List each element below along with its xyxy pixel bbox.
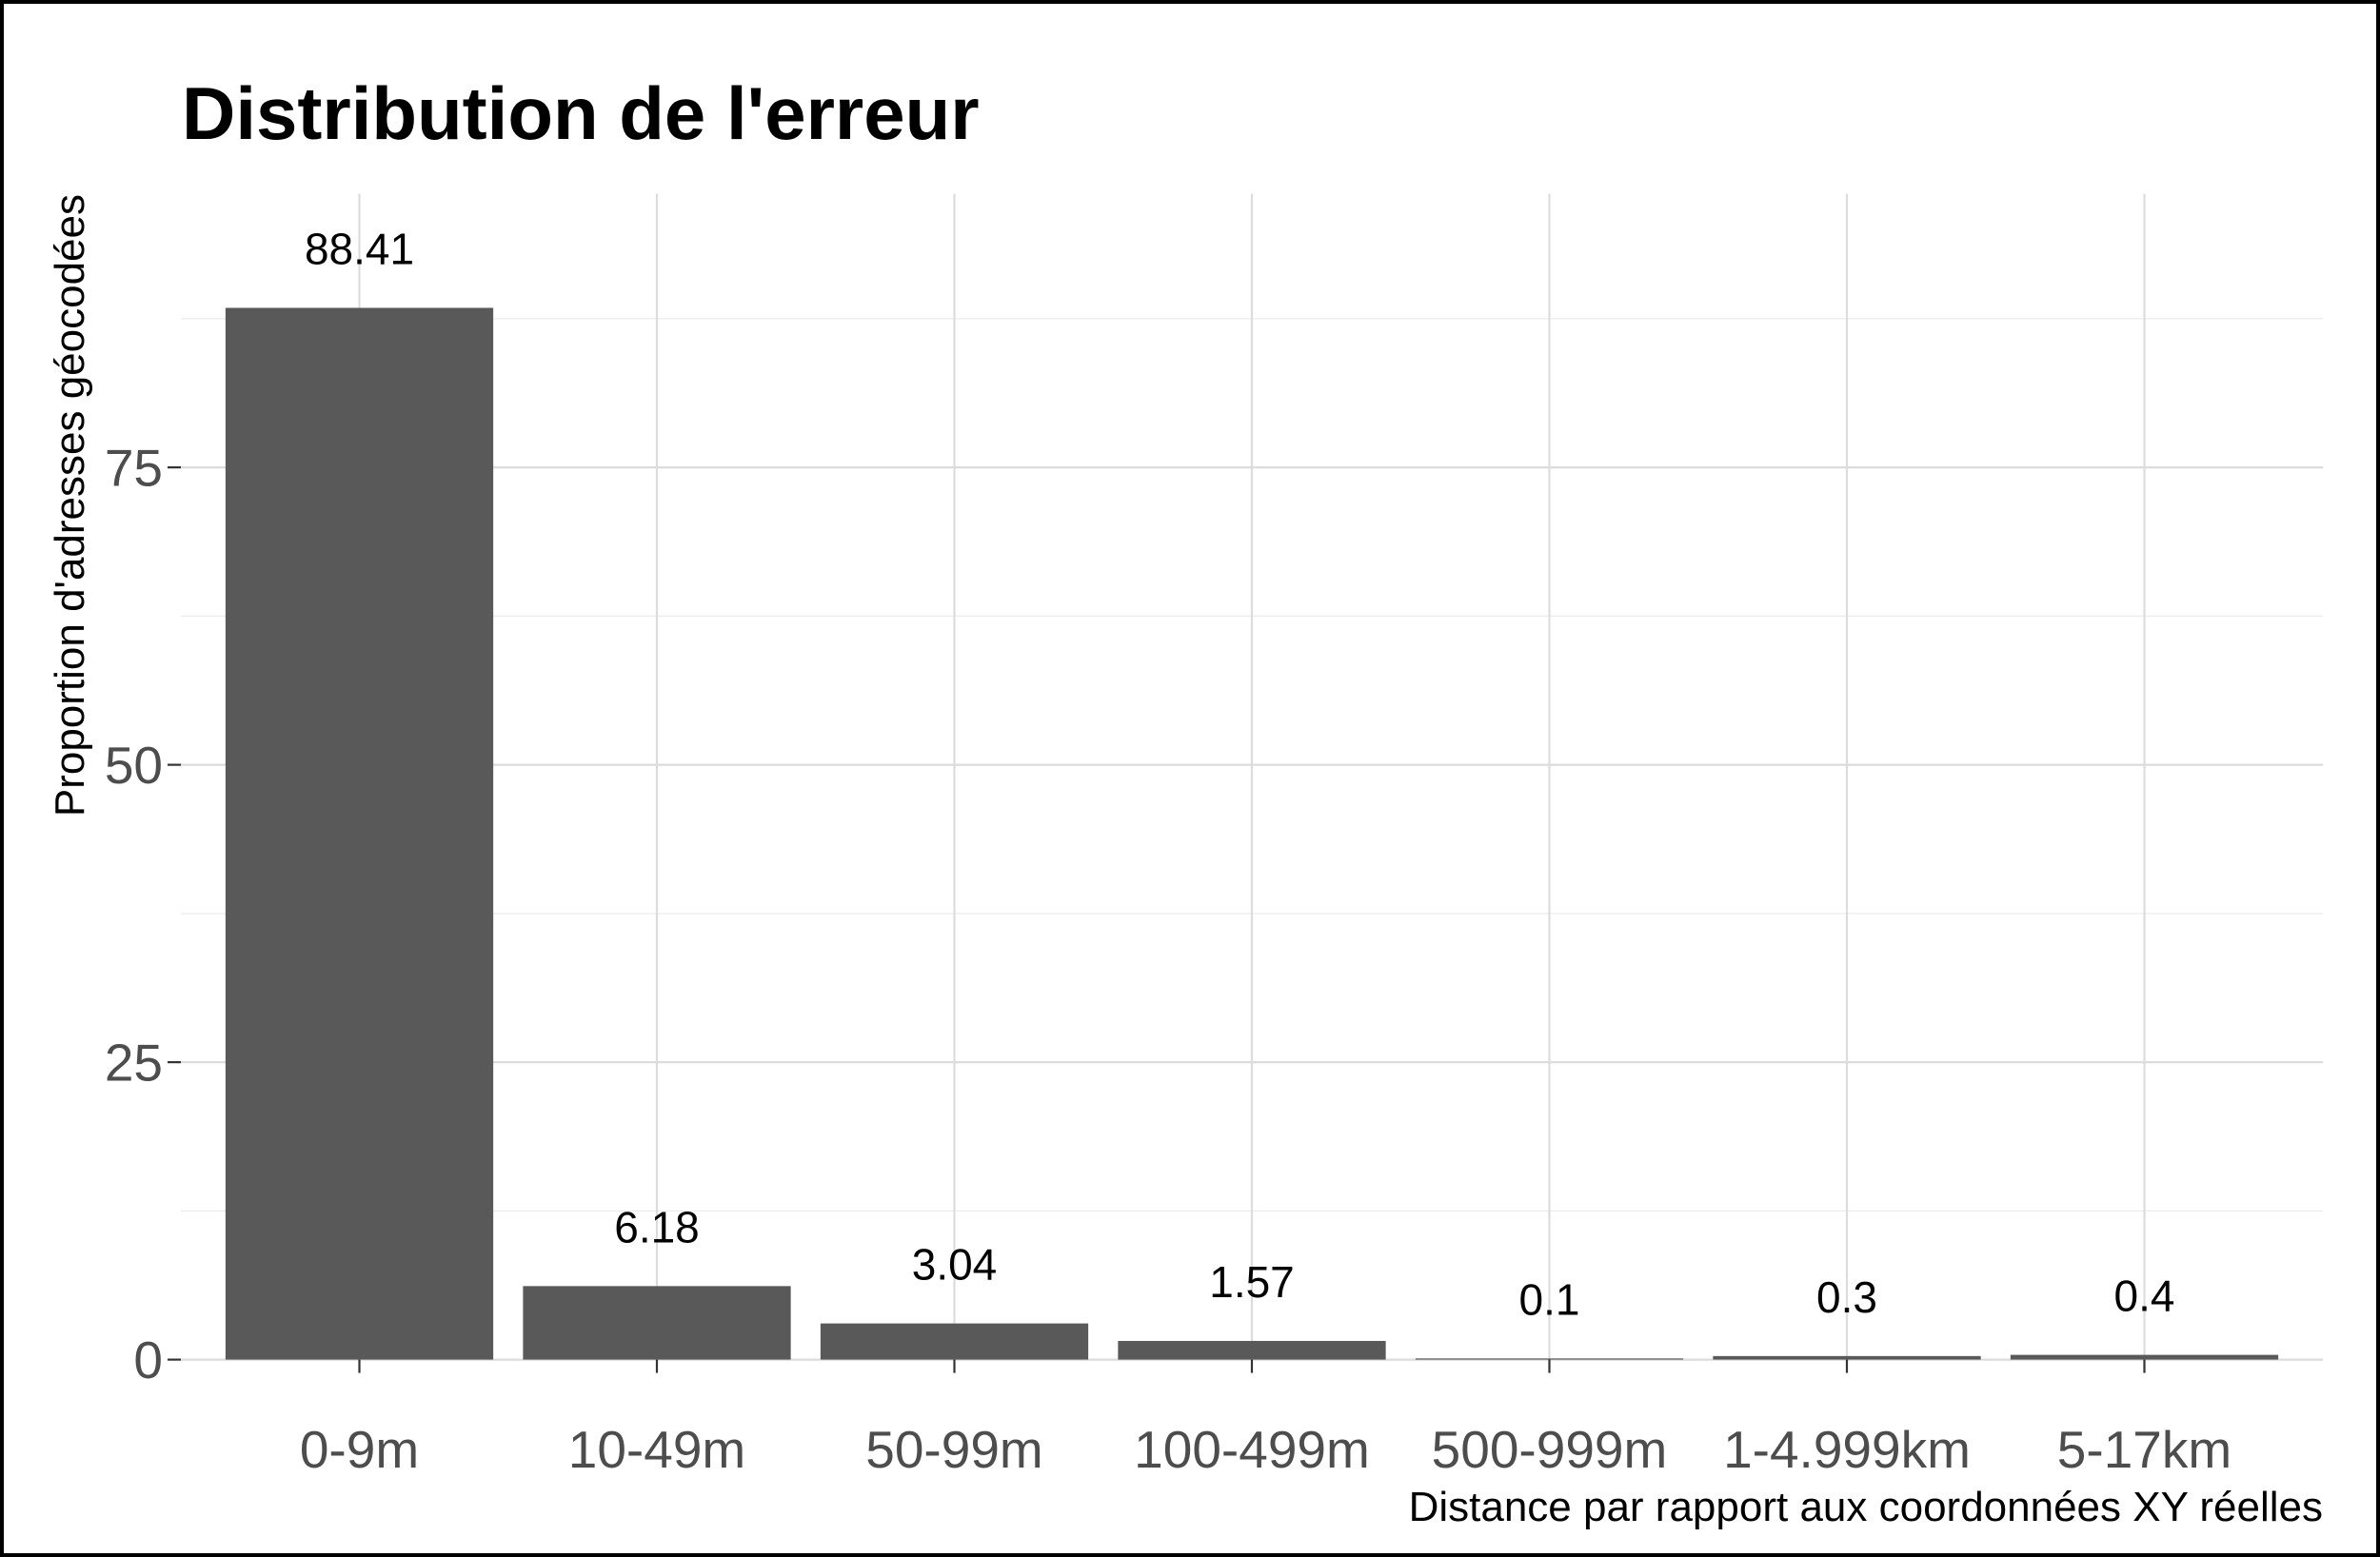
bar-label-100-499m: 1.57: [1209, 1257, 1295, 1307]
x-tick-label-1-4-999km: 1-4.999km: [1723, 1420, 1971, 1479]
bar-10-49m: [523, 1286, 791, 1360]
y-axis-title: Proportion d'adresses géocodées: [47, 194, 93, 817]
bar-500-999m: [1415, 1358, 1684, 1360]
bar-1-4-999km: [1713, 1355, 1981, 1360]
y-tick-label-50: 50: [105, 736, 163, 795]
bar-5-17km: [2010, 1354, 2279, 1360]
bar-label-50-99m: 3.04: [912, 1240, 998, 1290]
x-tick-label-5-17km: 5-17km: [2057, 1420, 2231, 1479]
x-axis-title: Distance par rapport aux coordonnées XY …: [1409, 1484, 2323, 1530]
x-tick-label-10-49m: 10-49m: [568, 1420, 745, 1479]
bar-label-500-999m: 0.1: [1519, 1274, 1580, 1324]
chart-title: Distribution de l'erreur: [182, 71, 980, 155]
x-tick-label-0-9m: 0-9m: [300, 1420, 419, 1479]
axis-layer: 0 25 50 75 0-9m 10-49m 50-99m 100-499m 500-999m 1…: [105, 439, 2231, 1479]
bar-label-layer: 88.41 6.18 3.04 1.57 0.1 0.3 0.4: [305, 224, 2175, 1324]
x-tick-label-100-499m: 100-499m: [1134, 1420, 1370, 1479]
bar-100-499m: [1118, 1340, 1386, 1360]
bar-0-9m: [225, 307, 494, 1360]
bar-50-99m: [820, 1323, 1089, 1360]
y-tick-label-0: 0: [133, 1330, 163, 1389]
x-tick-label-500-999m: 500-999m: [1432, 1420, 1668, 1479]
y-tick-label-75: 75: [105, 439, 163, 498]
bar-label-10-49m: 6.18: [614, 1202, 700, 1252]
bar-label-0-9m: 88.41: [305, 224, 414, 273]
bar-label-1-4-999km: 0.3: [1816, 1272, 1877, 1322]
y-tick-label-25: 25: [105, 1034, 163, 1093]
bar-label-5-17km: 0.4: [2114, 1271, 2175, 1321]
x-tick-label-50-99m: 50-99m: [865, 1420, 1042, 1479]
bar-layer: [225, 307, 2279, 1360]
